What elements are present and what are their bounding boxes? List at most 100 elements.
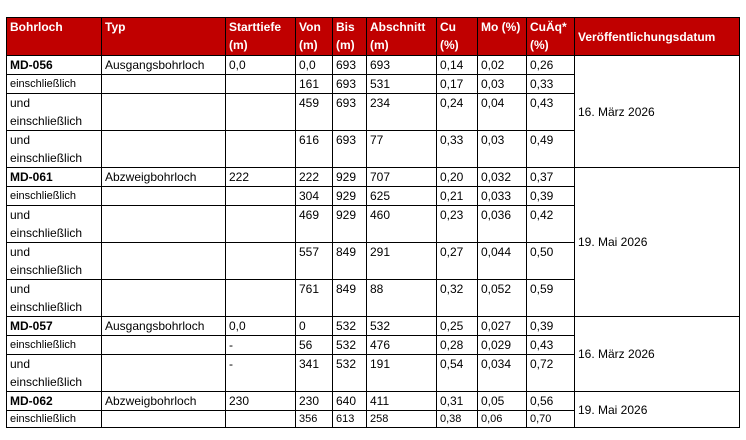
drill-results-table: Bohrloch Typ Starttiefe (m) Von (m) Bis … (6, 17, 740, 428)
header-row: Bohrloch Typ Starttiefe (m) Von (m) Bis … (6, 17, 740, 56)
cell-abschnitt: 88 (366, 279, 437, 317)
table-row: und einschließlich 557 849 291 0,27 0,04… (6, 242, 740, 280)
cell-bis: 640 (332, 391, 367, 411)
cell-cuaq: 0,72 (526, 354, 575, 392)
cell-typ (101, 354, 226, 392)
cell-abschnitt: 625 (366, 186, 437, 206)
cell-abschnitt: 693 (366, 55, 437, 75)
cell-cu: 0,54 (436, 354, 478, 392)
cell-bohrloch: MD-062 (6, 391, 102, 411)
cell-cu: 0,38 (436, 410, 478, 428)
cell-typ (101, 130, 226, 168)
cell-typ (101, 205, 226, 243)
cell-start: - (225, 354, 296, 392)
cell-bohrloch: einschließlich (6, 74, 102, 94)
cell-bis: 693 (332, 93, 367, 131)
cell-bis: 613 (332, 410, 367, 428)
cell-von: 459 (295, 93, 333, 131)
cell-bohrloch: und einschließlich (6, 354, 102, 392)
cell-typ: Abzweigbohrloch (101, 391, 226, 411)
cell-start (225, 242, 296, 280)
cell-mo: 0,03 (477, 130, 527, 168)
cell-start: 230 (225, 391, 296, 411)
cell-typ: Ausgangsbohrloch (101, 55, 226, 75)
table-row: und einschließlich 616 693 77 0,33 0,03 … (6, 130, 740, 168)
cell-typ (101, 242, 226, 280)
cell-start (225, 74, 296, 94)
cell-von: 761 (295, 279, 333, 317)
cell-start (225, 205, 296, 243)
cell-mo: 0,044 (477, 242, 527, 280)
table-row: und einschließlich - 341 532 191 0,54 0,… (6, 354, 740, 392)
cell-cu: 0,17 (436, 74, 478, 94)
cell-bohrloch: und einschließlich (6, 130, 102, 168)
header-bohrloch: Bohrloch (6, 17, 102, 56)
cell-start (225, 130, 296, 168)
cell-von: 557 (295, 242, 333, 280)
cell-cuaq: 0,59 (526, 279, 575, 317)
cell-abschnitt: 532 (366, 316, 437, 336)
table-row: einschließlich - 56 532 476 0,28 0,029 0… (6, 335, 740, 355)
cell-cu: 0,21 (436, 186, 478, 206)
cell-cu: 0,32 (436, 279, 478, 317)
cell-abschnitt: 291 (366, 242, 437, 280)
cell-typ: Ausgangsbohrloch (101, 316, 226, 336)
cell-start: - (225, 335, 296, 355)
cell-typ (101, 279, 226, 317)
cell-bohrloch: und einschließlich (6, 205, 102, 243)
cell-mo: 0,06 (477, 410, 527, 428)
cell-bis: 693 (332, 74, 367, 94)
cell-mo: 0,02 (477, 55, 527, 75)
cell-bis: 929 (332, 186, 367, 206)
cell-bis: 929 (332, 167, 367, 187)
cell-typ (101, 186, 226, 206)
cell-cu: 0,20 (436, 167, 478, 187)
cell-typ: Abzweigbohrloch (101, 167, 226, 187)
cell-bohrloch: und einschließlich (6, 279, 102, 317)
cell-cu: 0,25 (436, 316, 478, 336)
cell-bohrloch: einschließlich (6, 335, 102, 355)
cell-abschnitt: 77 (366, 130, 437, 168)
cell-typ (101, 93, 226, 131)
cell-start (225, 93, 296, 131)
table-row: MD-062 Abzweigbohrloch 230 230 640 411 0… (6, 391, 740, 428)
header-starttiefe: Starttiefe (m) (225, 17, 296, 56)
cell-mo: 0,029 (477, 335, 527, 355)
cell-typ (101, 74, 226, 94)
cell-bis: 849 (332, 279, 367, 317)
table-row: und einschließlich 761 849 88 0,32 0,052… (6, 279, 740, 317)
cell-bohrloch: und einschließlich (6, 93, 102, 131)
cell-von: 161 (295, 74, 333, 94)
cell-von: 56 (295, 335, 333, 355)
cell-bis: 849 (332, 242, 367, 280)
cell-bis: 693 (332, 55, 367, 75)
cell-cuaq: 0,39 (526, 316, 575, 336)
cell-abschnitt: 476 (366, 335, 437, 355)
cell-mo: 0,03 (477, 74, 527, 94)
table-row: MD-057 Ausgangsbohrloch 0,0 0 532 532 0,… (6, 316, 740, 392)
cell-cuaq: 0,50 (526, 242, 575, 280)
cell-cuaq: 0,33 (526, 74, 575, 94)
cell-mo: 0,027 (477, 316, 527, 336)
cell-von: 616 (295, 130, 333, 168)
cell-bohrloch: MD-057 (6, 316, 102, 336)
cell-von: 222 (295, 167, 333, 187)
cell-cuaq: 0,70 (526, 410, 575, 428)
cell-datum: 16. März 2026 (574, 316, 740, 392)
table-row: einschließlich 161 693 531 0,17 0,03 0,3… (6, 74, 740, 94)
cell-cuaq: 0,56 (526, 391, 575, 411)
cell-bis: 532 (332, 335, 367, 355)
cell-cuaq: 0,26 (526, 55, 575, 75)
cell-mo: 0,036 (477, 205, 527, 243)
header-typ: Typ (101, 17, 226, 56)
header-datum: Veröffentlichungsdatum (574, 17, 740, 56)
cell-von: 304 (295, 186, 333, 206)
cell-cu: 0,27 (436, 242, 478, 280)
cell-cu: 0,14 (436, 55, 478, 75)
cell-datum: 19. Mai 2026 (574, 167, 740, 317)
table-body: MD-056 Ausgangsbohrloch 0,0 0,0 693 693 … (6, 55, 740, 428)
cell-bohrloch: MD-061 (6, 167, 102, 187)
header-cu: Cu (%) (436, 17, 478, 56)
table-row: MD-056 Ausgangsbohrloch 0,0 0,0 693 693 … (6, 55, 740, 168)
cell-cu: 0,31 (436, 391, 478, 411)
